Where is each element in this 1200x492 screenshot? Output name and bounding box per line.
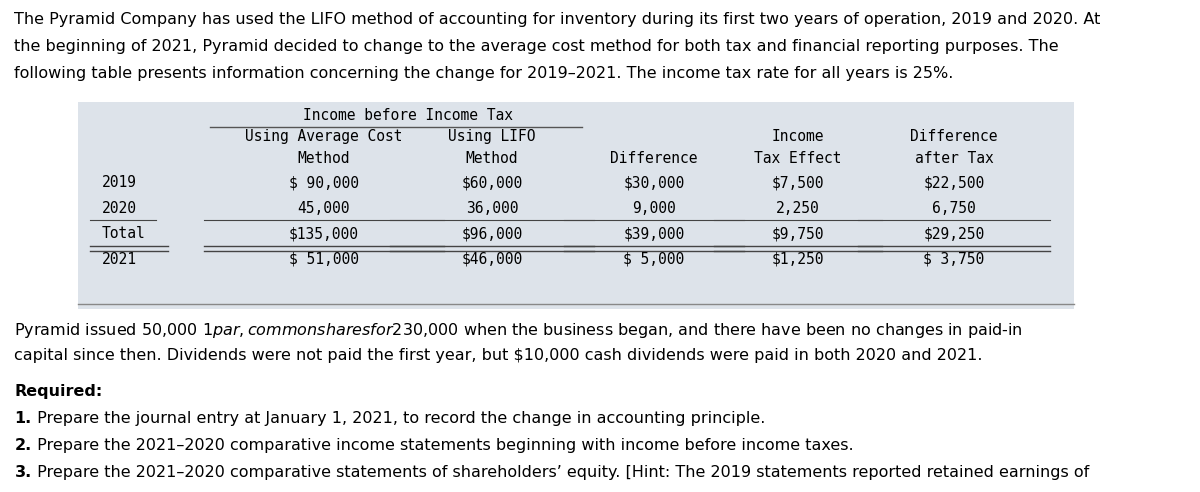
Text: Method: Method [298,151,350,165]
Text: Required:: Required: [14,384,103,399]
Text: Using Average Cost: Using Average Cost [245,129,403,144]
Text: 1.: 1. [14,411,31,426]
Text: Difference: Difference [911,129,997,144]
Text: $ 5,000: $ 5,000 [623,252,685,267]
Text: $135,000: $135,000 [289,226,359,241]
Text: $39,000: $39,000 [623,226,685,241]
Text: 2021: 2021 [102,252,137,267]
Text: Using LIFO: Using LIFO [449,129,535,144]
Text: 6,750: 6,750 [932,201,976,215]
Text: $60,000: $60,000 [461,175,523,190]
Text: 45,000: 45,000 [298,201,350,215]
Text: 2020: 2020 [102,201,137,215]
Text: $1,250: $1,250 [772,252,824,267]
Text: The Pyramid Company has used the LIFO method of accounting for inventory during : The Pyramid Company has used the LIFO me… [14,12,1100,27]
Text: 2019: 2019 [102,175,137,190]
Text: Method: Method [466,151,518,165]
Text: 9,000: 9,000 [632,201,676,215]
Text: Prepare the 2021–2020 comparative income statements beginning with income before: Prepare the 2021–2020 comparative income… [32,438,854,453]
Text: Prepare the 2021–2020 comparative statements of shareholders’ equity. [Hint: The: Prepare the 2021–2020 comparative statem… [32,465,1090,480]
Text: 2.: 2. [14,438,31,453]
Text: $7,500: $7,500 [772,175,824,190]
Text: $9,750: $9,750 [772,226,824,241]
Text: $46,000: $46,000 [461,252,523,267]
Text: capital since then. Dividends were not paid the first year, but $10,000 cash div: capital since then. Dividends were not p… [14,348,983,363]
Text: Prepare the journal entry at January 1, 2021, to record the change in accounting: Prepare the journal entry at January 1, … [32,411,766,426]
Text: 36,000: 36,000 [466,201,518,215]
Text: Difference: Difference [611,151,697,165]
Text: $96,000: $96,000 [461,226,523,241]
Text: after Tax: after Tax [914,151,994,165]
Text: Income: Income [772,129,824,144]
Text: $ 3,750: $ 3,750 [923,252,985,267]
Text: the beginning of 2021, Pyramid decided to change to the average cost method for : the beginning of 2021, Pyramid decided t… [14,39,1060,54]
Text: $30,000: $30,000 [623,175,685,190]
Text: $29,250: $29,250 [923,226,985,241]
Text: 2,250: 2,250 [776,201,820,215]
Text: following table presents information concerning the change for 2019–2021. The in: following table presents information con… [14,66,954,81]
Text: Total: Total [102,226,145,241]
Text: Pyramid issued 50,000 $1 par, common shares for $230,000 when the business began: Pyramid issued 50,000 $1 par, common sha… [14,321,1024,340]
Text: $22,500: $22,500 [923,175,985,190]
Text: Tax Effect: Tax Effect [755,151,841,165]
Text: 3.: 3. [14,465,31,480]
Bar [78,102,1074,309]
Text: $ 90,000: $ 90,000 [289,175,359,190]
Text: $ 51,000: $ 51,000 [289,252,359,267]
Text: Income before Income Tax: Income before Income Tax [302,108,514,123]
